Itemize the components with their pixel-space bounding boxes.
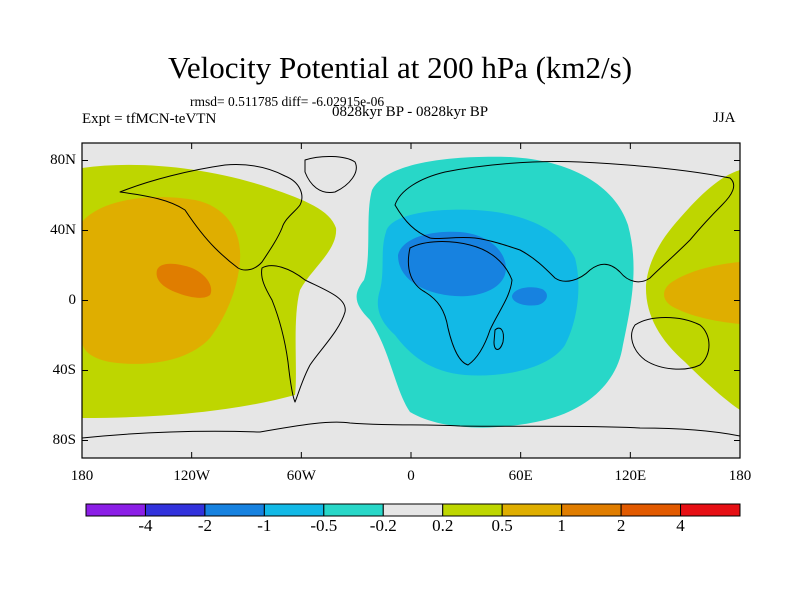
south-america-coastline bbox=[261, 265, 346, 403]
x-tick-label: 60W bbox=[286, 468, 316, 484]
axis-ticks bbox=[81, 143, 741, 458]
y-tick-label: 40N bbox=[50, 221, 76, 238]
africa-coastline bbox=[407, 241, 513, 366]
colorbar-swatch bbox=[561, 503, 622, 517]
x-tick-label: 120W bbox=[173, 468, 210, 484]
x-tick-label: 180 bbox=[728, 468, 752, 484]
eurasia-coastline bbox=[394, 161, 735, 283]
colorbar-label: -1 bbox=[257, 516, 272, 535]
season-label: JJA bbox=[713, 110, 736, 126]
x-tick-label: 60E bbox=[508, 468, 533, 484]
colorbar-label: -2 bbox=[197, 516, 212, 535]
y-tick-label: 80S bbox=[52, 431, 76, 448]
africa-negative-core-region-2 bbox=[512, 287, 547, 306]
colorbar-swatch bbox=[263, 503, 325, 517]
pacific-positive-core-region bbox=[156, 263, 212, 298]
y-tick-label: 80N bbox=[50, 151, 76, 168]
colorbar-swatch bbox=[501, 503, 563, 517]
greenland-coastline bbox=[304, 156, 357, 194]
stats-text: rmsd= 0.511785 diff= -6.02915e-06 bbox=[190, 94, 385, 109]
colorbar bbox=[85, 503, 741, 517]
colorbar-label: 1 bbox=[557, 516, 566, 535]
colorbar-swatch bbox=[85, 503, 146, 517]
y-tick-label: 0 bbox=[68, 291, 77, 308]
indo-pacific-positive-core-region bbox=[664, 262, 740, 324]
colorbar-label: 4 bbox=[676, 516, 685, 535]
y-tick-label: 40S bbox=[52, 361, 76, 378]
colorbar-label: -0.2 bbox=[369, 516, 397, 535]
north-america-coastline bbox=[119, 164, 303, 271]
colorbar-swatch bbox=[382, 503, 444, 517]
australia-coastline bbox=[631, 317, 710, 370]
x-tick-label: 0 bbox=[407, 468, 415, 484]
colorbar-swatch bbox=[144, 503, 206, 517]
x-tick-label: 180 bbox=[70, 468, 94, 484]
plot-title: Velocity Potential at 200 hPa (km2/s) bbox=[167, 50, 633, 85]
colorbar-label: -4 bbox=[138, 516, 153, 535]
colorbar-label: -0.5 bbox=[310, 516, 338, 535]
period-label: 0828kyr BP - 0828kyr BP bbox=[331, 104, 489, 120]
colorbar-label: 2 bbox=[616, 516, 626, 535]
x-tick-label: 120E bbox=[614, 468, 647, 484]
colorbar-swatch bbox=[442, 503, 503, 517]
antarctica-coastline bbox=[82, 421, 740, 439]
colorbar-label: 0.2 bbox=[432, 516, 454, 535]
colorbar-swatch bbox=[204, 503, 265, 517]
colorbar-label: 0.5 bbox=[491, 516, 513, 535]
colorbar-swatch bbox=[620, 503, 682, 517]
colorbar-swatch bbox=[323, 503, 384, 517]
coastlines bbox=[82, 156, 740, 439]
experiment-label: Expt = tfMCN-teVTN bbox=[82, 111, 217, 127]
madagascar-coastline bbox=[493, 327, 504, 350]
colorbar-swatch bbox=[680, 503, 741, 517]
